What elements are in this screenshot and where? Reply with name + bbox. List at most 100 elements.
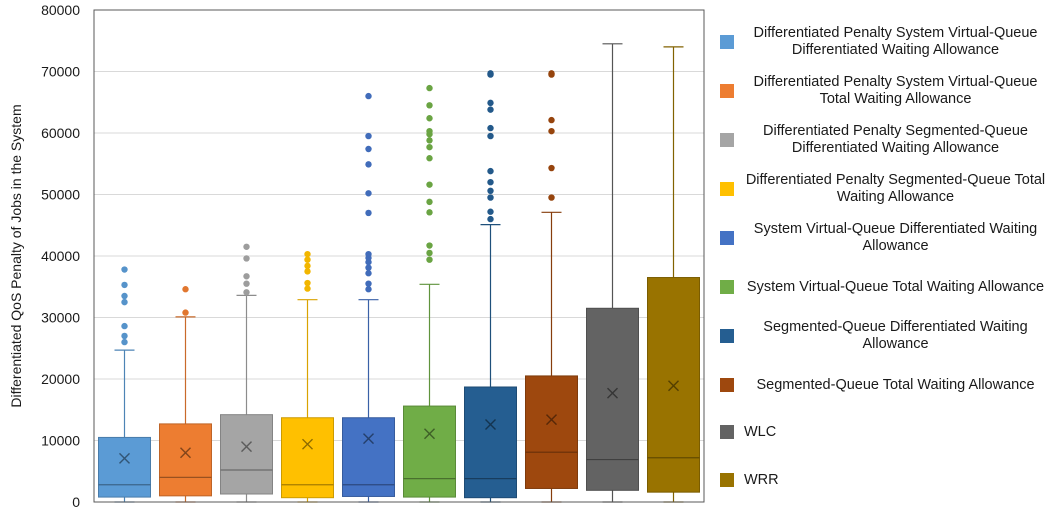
y-tick-label: 10000 xyxy=(41,433,80,449)
y-tick-label: 0 xyxy=(72,494,80,510)
y-tick-label: 20000 xyxy=(41,371,80,387)
legend-label: System Virtual-Queue Total Waiting Allow… xyxy=(746,278,1045,295)
mean-marker xyxy=(485,419,496,431)
legend-item-dp-svq-twa: Differentiated Penalty System Virtual-Qu… xyxy=(712,71,1047,111)
outlier-point xyxy=(365,161,372,168)
legend-item-dp-sq-dwa: Differentiated Penalty Segmented-Queue D… xyxy=(712,120,1047,160)
outlier-point xyxy=(426,84,433,92)
outlier-point xyxy=(304,256,311,263)
outlier-point xyxy=(121,292,128,300)
outlier-point xyxy=(243,280,250,287)
outlier-point xyxy=(365,286,372,293)
outlier-point xyxy=(304,250,311,258)
outlier-point xyxy=(487,194,494,201)
legend-item-wlc: WLC xyxy=(712,422,1047,442)
mean-marker xyxy=(119,452,130,464)
outlier-point xyxy=(426,155,433,162)
outlier-point xyxy=(365,250,372,258)
legend-swatch xyxy=(720,280,734,294)
legend-label: Differentiated Penalty Segmented-Queue T… xyxy=(745,172,1046,205)
box-body xyxy=(220,414,273,495)
outlier-point xyxy=(426,127,433,135)
box-6 xyxy=(403,84,456,503)
outlier-point xyxy=(365,190,372,197)
box-body xyxy=(525,375,578,489)
outlier-point xyxy=(426,249,433,257)
mean-marker xyxy=(546,414,557,426)
mean-marker xyxy=(180,447,191,459)
outlier-point xyxy=(121,338,128,346)
outlier-point xyxy=(304,268,311,275)
outlier-point xyxy=(426,242,433,249)
outlier-point xyxy=(121,332,128,340)
gridlines xyxy=(94,71,704,441)
outlier-point xyxy=(365,132,372,140)
legend-label: WRR xyxy=(744,471,779,488)
legend-swatch xyxy=(720,473,734,487)
outlier-point xyxy=(487,132,494,140)
y-tick-label: 70000 xyxy=(41,64,80,80)
legend-swatch xyxy=(720,231,734,245)
legend-item-dp-svq-dwa: Differentiated Penalty System Virtual-Qu… xyxy=(712,22,1047,62)
outlier-point xyxy=(365,270,372,277)
outlier-point xyxy=(548,70,555,77)
outlier-point xyxy=(426,181,433,188)
outlier-point xyxy=(548,127,555,135)
legend-item-svq-twa: System Virtual-Queue Total Waiting Allow… xyxy=(712,267,1047,307)
outlier-point xyxy=(243,243,250,250)
legend-swatch xyxy=(720,35,734,49)
legend-item-wrr: WRR xyxy=(712,470,1047,490)
mean-marker xyxy=(302,438,313,450)
outlier-point xyxy=(487,215,494,223)
outlier-point xyxy=(426,209,433,216)
outlier-point xyxy=(243,289,250,296)
outlier-point xyxy=(548,164,555,172)
legend-item-dp-sq-twa: Differentiated Penalty Segmented-Queue T… xyxy=(712,169,1047,209)
outlier-point xyxy=(487,124,494,132)
outlier-point xyxy=(365,145,372,153)
legend-label: Segmented-Queue Total Waiting Allowance xyxy=(756,376,1035,393)
mean-marker xyxy=(241,441,252,453)
outlier-point xyxy=(487,70,494,77)
box-2 xyxy=(159,286,212,503)
mean-marker xyxy=(668,380,679,392)
outlier-point xyxy=(426,256,433,263)
box-1 xyxy=(98,266,151,503)
box-body xyxy=(281,417,334,499)
mean-marker xyxy=(363,433,374,445)
y-tick-label: 60000 xyxy=(41,125,80,141)
box-9 xyxy=(586,43,639,503)
legend-swatch xyxy=(720,378,734,392)
box-body xyxy=(586,307,639,491)
box-body xyxy=(159,423,212,497)
y-axis: 0 10000 20000 30000 40000 50000 60000 70000 8000… xyxy=(41,2,705,510)
outlier-point xyxy=(426,143,433,151)
outlier-point xyxy=(487,208,494,215)
legend-swatch xyxy=(720,425,734,439)
y-tick-label: 80000 xyxy=(41,2,80,18)
outlier-point xyxy=(548,116,555,124)
legend-label: Differentiated Penalty System Virtual-Qu… xyxy=(753,25,1038,58)
outlier-point xyxy=(365,209,372,217)
outlier-point xyxy=(487,167,494,175)
box-plots xyxy=(98,43,700,503)
legend-label: Differentiated Penalty System Virtual-Qu… xyxy=(753,74,1038,107)
box-body xyxy=(464,386,517,499)
y-tick-label: 30000 xyxy=(41,310,80,326)
outlier-point xyxy=(243,273,250,280)
outlier-point xyxy=(182,286,189,293)
outlier-point xyxy=(121,266,128,273)
box-7 xyxy=(464,70,517,503)
outlier-point xyxy=(304,285,311,292)
outlier-point xyxy=(548,194,555,201)
outlier-point xyxy=(365,264,372,271)
outlier-point xyxy=(426,198,433,206)
outlier-point xyxy=(487,99,494,107)
outlier-point xyxy=(426,102,433,109)
outlier-point xyxy=(304,279,311,287)
legend-swatch xyxy=(720,133,734,147)
box-8 xyxy=(525,70,578,503)
outlier-point xyxy=(426,115,433,122)
box-10 xyxy=(647,46,700,503)
